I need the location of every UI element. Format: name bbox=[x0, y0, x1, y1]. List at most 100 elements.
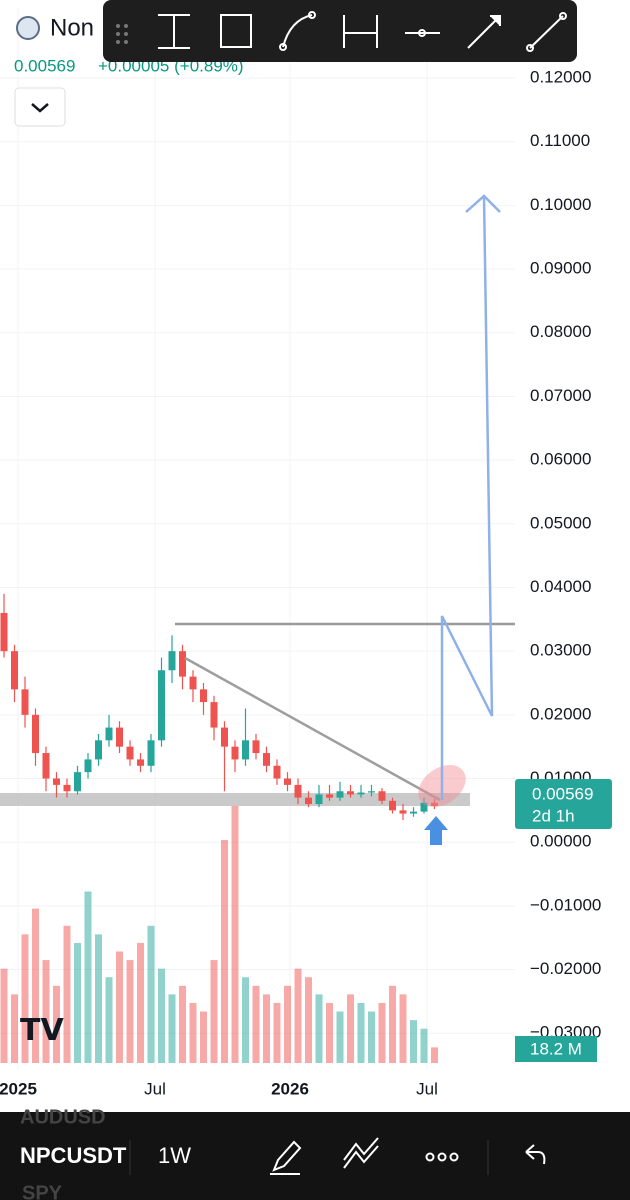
tool-horizontal-line[interactable] bbox=[405, 29, 440, 37]
volume-bar bbox=[158, 968, 165, 1063]
undo-button[interactable] bbox=[525, 1144, 546, 1165]
candle-body bbox=[399, 810, 407, 814]
interval-button[interactable]: 1W bbox=[158, 1143, 191, 1168]
candle-body bbox=[116, 727, 123, 747]
y-tick-label: 0.12000 bbox=[530, 68, 591, 87]
candle-body bbox=[420, 802, 428, 812]
symbol-button[interactable]: NPCUSDT bbox=[20, 1143, 127, 1168]
candle-body bbox=[357, 792, 365, 795]
volume-bar bbox=[347, 994, 354, 1063]
y-tick-label: 0.07000 bbox=[530, 386, 591, 405]
price: 0.00569 bbox=[14, 56, 75, 75]
candle-body bbox=[326, 794, 333, 798]
x-tick-label: 2025 bbox=[0, 1079, 37, 1098]
volume-bar bbox=[168, 994, 176, 1063]
candle-body bbox=[347, 791, 354, 795]
candle-body bbox=[137, 759, 144, 766]
candle-body bbox=[284, 778, 291, 785]
candle-body bbox=[294, 784, 302, 798]
candle-body bbox=[389, 800, 396, 811]
volume-bar bbox=[305, 977, 312, 1063]
support-zone bbox=[0, 793, 470, 806]
candle-body bbox=[126, 746, 134, 760]
volume-bar bbox=[431, 1047, 438, 1063]
volume-bar bbox=[116, 951, 123, 1063]
candle-body bbox=[21, 689, 29, 715]
indicators-button[interactable] bbox=[343, 1137, 379, 1169]
candle-body bbox=[74, 772, 81, 792]
candle-body bbox=[32, 714, 39, 754]
volume-bar bbox=[179, 985, 186, 1063]
tool-trend-line[interactable] bbox=[526, 12, 567, 52]
candle-body bbox=[147, 740, 155, 766]
volume-bar bbox=[294, 968, 302, 1063]
volume-bar bbox=[336, 1011, 344, 1063]
candle-body bbox=[63, 784, 71, 792]
drawing-toolbar bbox=[103, 0, 577, 62]
volume-bar bbox=[95, 934, 102, 1063]
volume-bar bbox=[42, 960, 50, 1063]
candle-body bbox=[410, 811, 417, 814]
candle-body bbox=[200, 689, 207, 703]
volume-bar bbox=[357, 1002, 365, 1063]
volume-pane bbox=[0, 805, 438, 1063]
volume-bar bbox=[200, 1011, 207, 1063]
candle-body bbox=[42, 753, 50, 779]
candles bbox=[0, 593, 438, 820]
candle-body bbox=[189, 676, 197, 690]
tool-path[interactable] bbox=[279, 11, 316, 51]
tool-price-range[interactable] bbox=[158, 14, 190, 49]
volume-bar bbox=[53, 985, 60, 1063]
candle-body bbox=[315, 794, 323, 804]
y-tick-label: 0.02000 bbox=[530, 704, 591, 723]
volume-bar bbox=[189, 1002, 197, 1063]
arrow-head bbox=[465, 194, 501, 213]
bottom-bar bbox=[0, 1112, 630, 1200]
symbol: Non bbox=[50, 14, 94, 41]
volume-tag-text: 18.2 M bbox=[530, 1039, 582, 1058]
volume-bar bbox=[420, 1028, 428, 1063]
candle-body bbox=[221, 727, 228, 747]
trend-line bbox=[184, 656, 441, 802]
volume-bar bbox=[32, 908, 39, 1063]
y-tick-label: 0.00000 bbox=[530, 832, 591, 851]
candle-body bbox=[11, 651, 18, 690]
prev-symbol: AUDUSD bbox=[20, 1106, 106, 1128]
candle-body bbox=[305, 797, 312, 804]
y-tick-label: 0.03000 bbox=[530, 641, 591, 660]
x-tick-label: Jul bbox=[416, 1079, 438, 1098]
volume-bar bbox=[326, 1002, 333, 1063]
volume-bar bbox=[410, 1020, 417, 1063]
y-tick-label: 0.06000 bbox=[530, 450, 591, 469]
y-tick-label: 0.10000 bbox=[530, 195, 591, 214]
volume-bar bbox=[315, 994, 323, 1063]
volume-bar bbox=[63, 925, 71, 1063]
candle-body bbox=[105, 727, 113, 741]
volume-bar bbox=[263, 994, 270, 1063]
collapse-button[interactable] bbox=[14, 87, 66, 127]
price-tag bbox=[515, 779, 612, 829]
candle-body bbox=[273, 765, 281, 779]
volume-bar bbox=[0, 968, 8, 1063]
tool-date-range[interactable] bbox=[343, 15, 378, 48]
volume-bar bbox=[21, 934, 29, 1063]
tv-logo: 𝗧𝗩 bbox=[20, 1014, 64, 1047]
candle-body bbox=[336, 791, 344, 798]
y-tick-label: 0.04000 bbox=[530, 577, 591, 596]
candle-body bbox=[242, 740, 249, 760]
volume-bar bbox=[231, 805, 239, 1063]
volume-bar bbox=[273, 1002, 281, 1063]
draw-button[interactable] bbox=[270, 1140, 302, 1175]
volume-bar bbox=[74, 942, 81, 1063]
volume-bar bbox=[105, 977, 113, 1063]
tool-rectangle[interactable] bbox=[220, 14, 252, 48]
volume-bar bbox=[126, 960, 134, 1063]
tool-arrow[interactable] bbox=[467, 15, 501, 49]
volume-tag bbox=[515, 1036, 597, 1062]
volume-bar bbox=[389, 985, 396, 1063]
more-button[interactable] bbox=[425, 1152, 459, 1162]
grid bbox=[0, 8, 515, 1070]
volume-bar bbox=[210, 960, 218, 1063]
